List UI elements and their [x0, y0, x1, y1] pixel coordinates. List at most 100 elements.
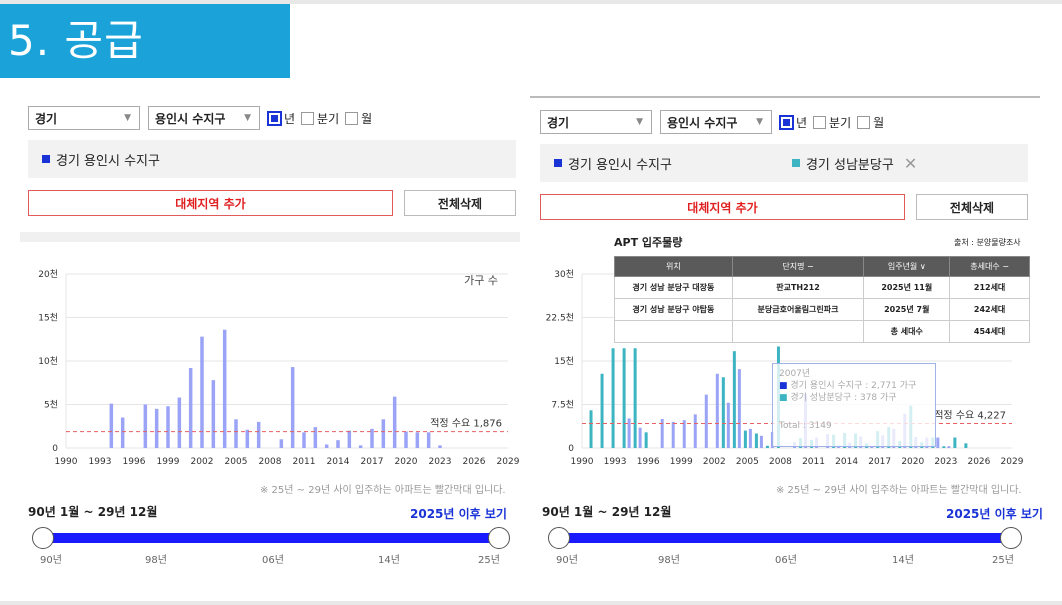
right-month-checkbox[interactable]: 월: [857, 114, 884, 131]
right-region-select[interactable]: 경기 ▼: [540, 110, 652, 134]
left-quarter-label: 분기: [317, 111, 340, 126]
table-header-row: 위치 단지명 − 입주년월 ∨ 총세대수 −: [614, 256, 1030, 277]
column-header-location[interactable]: 위치: [614, 256, 733, 277]
left-year-checkbox[interactable]: 년: [267, 110, 295, 127]
right-range-text: 90년 1월 ~ 29년 12월: [542, 505, 672, 519]
bar: [660, 419, 664, 448]
bar: [200, 336, 204, 448]
right-red-bar-note: ※ 25년 ~ 29년 사이 입주하는 아파트는 빨간막대 입니다.: [776, 485, 1022, 496]
x-tick-label: 2026: [967, 457, 990, 467]
cell-complex: 분당금호어울림그린파크: [731, 298, 865, 321]
left-add-region-button[interactable]: 대체지역 추가: [28, 190, 393, 216]
right-slider-tick: 90년: [556, 555, 578, 566]
x-tick-label: 2023: [429, 457, 452, 467]
left-quarter-checkbox[interactable]: 분기: [301, 110, 339, 127]
bar: [358, 445, 363, 448]
left-slider-end-handle[interactable]: [488, 527, 510, 549]
x-tick-label: 1993: [604, 457, 627, 467]
x-tick-label: 2008: [769, 457, 792, 467]
bar: [754, 433, 758, 448]
table-row[interactable]: 경기 성남 분당구 대장동 판교TH212 2025년 11월 212세대: [614, 276, 1030, 299]
divider: [20, 232, 520, 242]
left-month-checkbox[interactable]: 월: [345, 110, 372, 127]
x-tick-label: 2017: [361, 457, 384, 467]
y-tick-label: 10천: [38, 356, 58, 367]
bar: [143, 404, 148, 448]
column-header-complex[interactable]: 단지명 −: [731, 256, 865, 277]
x-tick-label: 1999: [670, 457, 693, 467]
bar: [638, 427, 642, 448]
region-tag-label: 경기 성남분당구: [805, 157, 894, 173]
bar: [870, 446, 874, 448]
total-label: 총 세대수: [863, 320, 951, 343]
x-tick-label: 2008: [259, 457, 282, 467]
checkbox-icon: [857, 115, 871, 129]
x-tick-label: 1993: [89, 457, 112, 467]
series-square-icon: ■: [779, 381, 788, 391]
x-tick-label: 2029: [1001, 457, 1024, 467]
left-supply-chart: 0 5천 10천 15천 20천 1990 1993 1996 1999 2002 2005 200…: [38, 269, 520, 467]
right-after-2025-link[interactable]: 2025년 이후 보기: [946, 507, 1043, 521]
right-range-slider-track[interactable]: [560, 533, 1014, 543]
bar: [671, 421, 675, 448]
x-tick-label: 2014: [835, 457, 858, 467]
y-tick-label: 0: [568, 444, 574, 454]
series-square-icon: ■: [779, 393, 788, 403]
x-tick-label: 2014: [327, 457, 350, 467]
close-icon[interactable]: ✕: [903, 153, 918, 173]
x-tick-label: 2002: [703, 457, 726, 467]
bar: [936, 437, 940, 448]
left-range-slider-track[interactable]: [40, 533, 500, 543]
bar: [737, 369, 741, 448]
chart-tooltip: 2007년 ■ 경기 용인시 수지구 : 2,771 가구 ■ 경기 성남분당구…: [772, 363, 936, 447]
right-delete-all-button[interactable]: 전체삭제: [916, 194, 1028, 220]
bar: [765, 445, 769, 448]
left-delete-all-button[interactable]: 전체삭제: [404, 190, 516, 216]
tooltip-total: Total : 3149: [779, 421, 832, 431]
right-district-select[interactable]: 용인시 수지구 ▼: [660, 110, 772, 134]
left-district-select[interactable]: 용인시 수지구 ▼: [148, 106, 260, 130]
bar: [600, 373, 604, 448]
divider: [530, 96, 1040, 98]
left-red-bar-note: ※ 25년 ~ 29년 사이 입주하는 아파트는 빨간막대 입니다.: [260, 485, 506, 496]
y-tick-label: 20천: [38, 269, 58, 280]
y-tick-label: 15천: [554, 356, 574, 367]
column-header-move-in[interactable]: 입주년월 ∨: [863, 256, 951, 277]
bar: [120, 417, 125, 448]
x-axis-ticks: 1990 1993 1996 1999 2002 2005 2008 2011 2014 2017…: [571, 457, 1024, 467]
cell-location: 경기 성남 분당구 대장동: [614, 276, 733, 299]
right-add-region-button[interactable]: 대체지역 추가: [540, 194, 905, 220]
x-tick-label: 1990: [55, 457, 78, 467]
demand-label: 적정 수요 1,876: [430, 418, 502, 430]
right-quarter-checkbox[interactable]: 분기: [813, 114, 851, 131]
left-after-2025-link[interactable]: 2025년 이후 보기: [410, 507, 507, 521]
column-header-units[interactable]: 총세대수 −: [949, 256, 1030, 277]
cell-units: 212세대: [949, 276, 1030, 299]
unit-label: 가구 수: [464, 274, 498, 287]
cell-move-in: 2025년 7월: [863, 298, 951, 321]
x-tick-label: 1990: [571, 457, 594, 467]
x-tick-label: 2017: [868, 457, 891, 467]
x-tick-label: 2020: [901, 457, 924, 467]
left-slider-start-handle[interactable]: [32, 527, 54, 549]
table-row[interactable]: 경기 성남 분당구 야탑동 분당금호어울림그린파크 2025년 7월 242세대: [614, 298, 1030, 321]
right-year-checkbox[interactable]: 년: [779, 114, 807, 131]
x-tick-label: 2011: [802, 457, 825, 467]
bar: [622, 348, 626, 448]
bar: [256, 421, 261, 448]
left-month-label: 월: [361, 111, 373, 126]
cell-units: 242세대: [949, 298, 1030, 321]
bar: [942, 446, 946, 448]
bar: [964, 443, 968, 448]
right-slider-start-handle[interactable]: [548, 527, 570, 549]
bar: [166, 406, 170, 448]
x-axis-ticks: 1990 1993 1996 1999 2002 2005 2008 2011 2014 2017…: [55, 457, 520, 467]
x-tick-label: 2005: [225, 457, 248, 467]
right-slider-end-handle[interactable]: [1000, 527, 1022, 549]
tooltip-year: 2007년: [779, 369, 811, 379]
bar: [611, 348, 615, 448]
y-tick-label: 22.5천: [546, 313, 574, 324]
y-tick-label: 15천: [38, 313, 58, 324]
left-district-value: 용인시 수지구: [155, 111, 226, 126]
left-region-select[interactable]: 경기 ▼: [28, 106, 140, 130]
